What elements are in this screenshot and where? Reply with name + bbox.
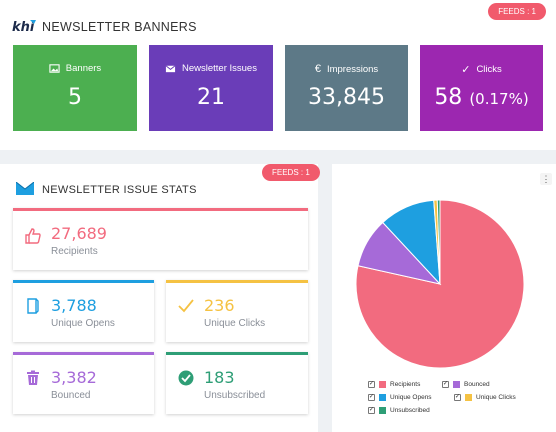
checkbox-icon[interactable]: ✓ <box>368 394 375 401</box>
tile-value: 33,845 <box>308 85 385 110</box>
legend-item-unique-clicks[interactable]: ✓ Unique Clicks <box>454 394 516 401</box>
legend-swatch <box>379 407 386 414</box>
newsletter-issues-tile[interactable]: Newsletter Issues 21 <box>149 45 273 131</box>
card-value: 3,382 <box>51 368 97 387</box>
card-label: Bounced <box>51 390 91 401</box>
card-value: 3,788 <box>51 296 97 315</box>
unique-clicks-card[interactable]: 236 Unique Clicks <box>166 280 308 342</box>
feeds-badge[interactable]: FEEDS : 1 <box>262 164 320 181</box>
click-rate: (0.17%) <box>469 90 529 108</box>
checkbox-icon[interactable]: ✓ <box>368 407 375 414</box>
tile-value: 5 <box>68 85 82 110</box>
card-label: Unique Opens <box>51 318 115 329</box>
legend-label: Recipients <box>390 381 421 388</box>
tile-label: Clicks <box>476 64 502 75</box>
checkbox-icon[interactable]: ✓ <box>454 394 461 401</box>
mail-logo-icon <box>16 182 34 195</box>
khi-logo: khi <box>12 20 36 35</box>
legend-label: Unique Opens <box>390 394 432 401</box>
legend-item-bounced[interactable]: ✓ Bounced <box>442 381 490 388</box>
open-file-icon <box>27 298 39 314</box>
issue-stats-panel: NEWSLETTER ISSUE STATS FEEDS : 1 27,689 … <box>0 164 320 432</box>
panel-title: NEWSLETTER ISSUE STATS <box>42 184 197 196</box>
check-icon: ✓ <box>461 64 471 76</box>
legend-label: Unsubscribed <box>390 407 430 414</box>
pie-chart <box>355 199 525 369</box>
legend-swatch <box>379 381 386 388</box>
tile-value: 58 <box>434 85 463 110</box>
legend-swatch <box>453 381 460 388</box>
checkbox-icon[interactable]: ✓ <box>442 381 449 388</box>
euro-icon: € <box>314 63 321 75</box>
card-label: Unsubscribed <box>204 390 266 401</box>
card-label: Unique Clicks <box>204 318 266 329</box>
recipients-card[interactable]: 27,689 Recipients <box>13 208 308 270</box>
trash-icon <box>27 370 39 385</box>
bounced-card[interactable]: 3,382 Bounced <box>13 352 154 414</box>
legend-label: Unique Clicks <box>476 394 516 401</box>
svg-text:khi: khi <box>12 20 35 35</box>
card-value: 236 <box>204 296 235 315</box>
legend-swatch <box>465 394 472 401</box>
unsubscribed-card[interactable]: 183 Unsubscribed <box>166 352 308 414</box>
image-icon <box>49 64 60 73</box>
check-icon <box>178 299 194 313</box>
feeds-badge[interactable]: FEEDS : 1 <box>488 3 546 20</box>
legend-item-unsubscribed[interactable]: ✓ Unsubscribed <box>368 407 430 414</box>
unique-opens-card[interactable]: 3,788 Unique Opens <box>13 280 154 342</box>
checkbox-icon[interactable]: ✓ <box>368 381 375 388</box>
banners-tile[interactable]: Banners 5 <box>13 45 137 131</box>
more-options-icon[interactable]: ⋮ <box>540 173 552 185</box>
legend-item-recipients[interactable]: ✓ Recipients <box>368 381 420 388</box>
newsletter-banners-panel: khi NEWSLETTER BANNERS FEEDS : 1 Banners… <box>0 0 556 150</box>
card-label: Recipients <box>51 246 98 257</box>
tile-label: Newsletter Issues <box>182 63 257 74</box>
envelope-icon <box>165 65 176 73</box>
chart-panel: ⋮ ✓ Recipients ✓ Bounced ✓ Unique Opens … <box>332 164 556 432</box>
tile-value: 21 <box>197 85 225 110</box>
impressions-tile[interactable]: € Impressions 33,845 <box>285 45 408 131</box>
card-value: 27,689 <box>51 224 107 243</box>
tile-label: Impressions <box>326 63 379 75</box>
legend-swatch <box>379 394 386 401</box>
legend-item-unique-opens[interactable]: ✓ Unique Opens <box>368 394 432 401</box>
card-value: 183 <box>204 368 235 387</box>
panel-title: NEWSLETTER BANNERS <box>42 20 197 34</box>
clicks-tile[interactable]: ✓ Clicks 58 (0.17%) <box>420 45 543 131</box>
tile-label: Banners <box>65 63 102 74</box>
check-circle-icon <box>178 370 194 386</box>
pie-slice-unsubscribed[interactable] <box>436 199 441 285</box>
legend-label: Bounced <box>464 381 490 388</box>
thumbs-up-icon <box>25 228 41 244</box>
